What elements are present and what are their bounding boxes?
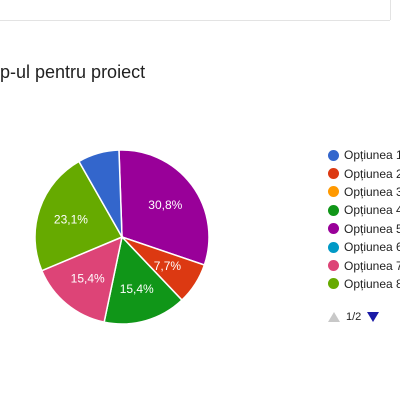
slice-data-label: 15,4% xyxy=(71,272,105,286)
legend-swatch xyxy=(328,168,339,180)
pie-slice[interactable] xyxy=(34,160,124,272)
top-right-divider xyxy=(390,0,391,20)
legend-item[interactable]: Opțiunea 7 xyxy=(328,256,400,274)
legend-swatch xyxy=(328,278,339,290)
top-divider xyxy=(0,0,390,21)
page-indicator: 1/2 xyxy=(346,311,362,323)
chart-title: p-ul pentru proiect xyxy=(0,62,146,82)
legend-swatch xyxy=(328,186,339,198)
slice-data-label: 15,4% xyxy=(120,282,154,296)
pie-slice[interactable] xyxy=(103,235,183,325)
legend-swatch xyxy=(328,149,339,161)
pie-slice[interactable] xyxy=(118,149,210,266)
legend-label: Opțiunea 8 xyxy=(344,276,400,291)
previous-page-icon[interactable] xyxy=(328,312,340,322)
legend-label: Opțiunea 2 xyxy=(344,166,400,181)
legend-item[interactable]: Opțiunea 5 xyxy=(328,220,400,238)
legend-pager: 1/2 xyxy=(328,311,380,323)
legend-swatch xyxy=(328,260,339,272)
legend-swatch xyxy=(328,223,339,235)
slice-data-label: 30,8% xyxy=(148,198,182,212)
legend-item[interactable]: Opțiunea 8 xyxy=(328,275,400,293)
legend-item[interactable]: Opțiunea 6 xyxy=(328,238,400,256)
legend-label: Opțiunea 7 xyxy=(344,258,400,273)
chart-legend: Opțiunea 1 Opțiunea 2 Opțiunea 3 Opțiune… xyxy=(328,146,400,293)
pie-slice[interactable] xyxy=(40,235,124,324)
legend-item[interactable]: Opțiunea 3 xyxy=(328,183,400,201)
legend-swatch xyxy=(328,204,339,216)
next-page-icon[interactable] xyxy=(367,312,380,322)
legend-label: Opțiunea 3 xyxy=(344,184,400,199)
legend-item[interactable]: Opțiunea 4 xyxy=(328,201,400,219)
legend-label: Opțiunea 5 xyxy=(344,221,400,236)
slice-data-label: 23,1% xyxy=(54,213,88,227)
legend-label: Opțiunea 1 xyxy=(344,148,400,163)
legend-label: Opțiunea 6 xyxy=(344,240,400,255)
slice-data-label: 7,7% xyxy=(154,259,182,273)
legend-swatch xyxy=(328,241,339,253)
pie-slice[interactable] xyxy=(77,149,123,238)
legend-label: Opțiunea 4 xyxy=(344,203,400,218)
legend-item[interactable]: Opțiunea 1 xyxy=(328,146,400,164)
legend-item[interactable]: Opțiunea 2 xyxy=(328,164,400,182)
